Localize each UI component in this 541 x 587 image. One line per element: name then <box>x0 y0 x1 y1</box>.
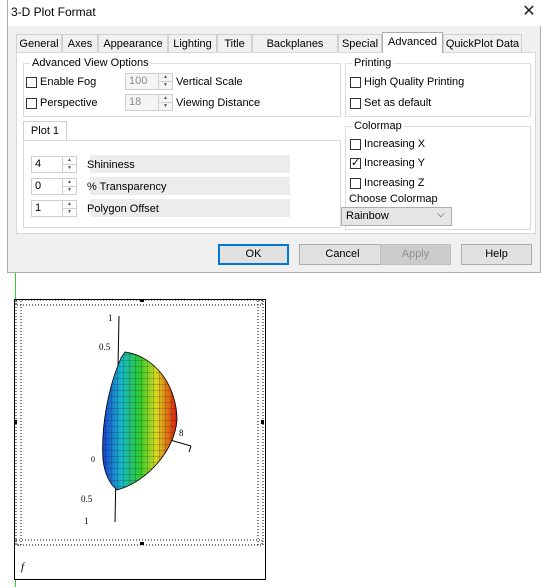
shininess-label: Shininess <box>87 159 135 171</box>
z-tick-top: 1 <box>108 313 113 323</box>
viewing-distance-value: 18 <box>129 96 142 108</box>
printing-legend: Printing <box>354 57 392 69</box>
increasing-z-checkbox[interactable] <box>350 178 361 189</box>
set-as-default-checkbox[interactable] <box>350 98 361 109</box>
choose-colormap-label: Choose Colormap <box>349 193 438 205</box>
perspective-label: Perspective <box>40 97 98 109</box>
tab-axes[interactable]: Axes <box>62 34 98 52</box>
transparency-row <box>90 177 290 195</box>
chevron-up-icon[interactable]: ▲ <box>163 74 168 80</box>
plot-variable-label: f <box>21 561 26 573</box>
tab-backplanes[interactable]: Backplanes <box>252 34 338 52</box>
chevron-down-icon: ⌵ <box>437 209 445 220</box>
tab-special[interactable]: Special <box>338 34 382 52</box>
vertical-scale-label: Vertical Scale <box>176 76 243 88</box>
high-quality-printing-label: High Quality Printing <box>364 76 465 88</box>
tab-general[interactable]: General <box>16 34 62 52</box>
advanced-view-options-group: Advanced View Options <box>23 57 341 117</box>
bottom-hatch-border <box>15 539 263 546</box>
top-hatch-border <box>15 300 263 306</box>
increasing-y-label: Increasing Y <box>364 157 425 169</box>
colormap-selected-value: Rainbow <box>346 210 389 222</box>
plot-region[interactable]: 1 0.5 0.5 1 8 0 f <box>14 299 266 580</box>
cancel-button[interactable]: Cancel <box>299 244 386 265</box>
surface-plot-svg: 1 0.5 0.5 1 8 0 f <box>15 300 264 573</box>
increasing-z-label: Increasing Z <box>364 177 425 189</box>
increasing-x-label: Increasing X <box>364 138 426 150</box>
polygon-offset-stepper[interactable]: 1 ▲ ▼ <box>31 200 77 217</box>
colormap-group: Colormap <box>345 120 531 230</box>
plot-settings-panel <box>23 140 341 228</box>
tab-quickplot-data[interactable]: QuickPlot Data <box>443 34 522 52</box>
ok-button[interactable]: OK <box>218 244 289 265</box>
high-quality-printing-checkbox[interactable] <box>350 77 361 88</box>
polygon-offset-label: Polygon Offset <box>87 203 159 215</box>
advanced-tab-panel: Advanced View Options Enable Fog Perspec… <box>16 52 536 234</box>
increasing-y-checkbox[interactable] <box>350 156 361 169</box>
right-hatch-border <box>257 300 264 546</box>
chevron-up-icon[interactable]: ▲ <box>67 157 72 163</box>
x-tick-label: 8 <box>179 428 184 438</box>
polygon-offset-row <box>90 199 290 217</box>
increasing-x-checkbox[interactable] <box>350 139 361 150</box>
shininess-stepper[interactable]: 4 ▲ ▼ <box>31 156 77 173</box>
enable-fog-label: Enable Fog <box>40 76 97 88</box>
help-button[interactable]: Help <box>461 244 532 265</box>
chevron-down-icon[interactable]: ▼ <box>159 102 172 110</box>
shininess-value: 4 <box>35 158 42 170</box>
window-title: 3-D Plot Format <box>11 5 96 19</box>
z-tick-upper-half: 0.5 <box>99 342 111 352</box>
polygon-offset-value: 1 <box>35 202 42 214</box>
transparency-label: % Transparency <box>87 181 167 193</box>
left-hatch-border <box>15 300 22 546</box>
apply-button[interactable]: Apply <box>380 244 451 265</box>
tab-lighting[interactable]: Lighting <box>168 34 217 52</box>
chevron-down-icon[interactable]: ▼ <box>159 81 172 89</box>
colormap-legend: Colormap <box>354 120 402 132</box>
chevron-up-icon[interactable]: ▲ <box>67 179 72 185</box>
origin-tick-label: 0 <box>91 455 95 464</box>
z-tick-lower-half: 0.5 <box>81 494 93 504</box>
transparency-stepper[interactable]: 0 ▲ ▼ <box>31 178 77 195</box>
title-bar[interactable]: 3-D Plot Format ✕ <box>8 0 541 26</box>
vertical-scale-value: 100 <box>129 75 148 87</box>
advanced-view-options-legend: Advanced View Options <box>32 57 149 69</box>
chevron-up-icon[interactable]: ▲ <box>67 201 72 207</box>
tab-plot-1[interactable]: Plot 1 <box>23 121 67 141</box>
z-tick-bottom: 1 <box>84 516 89 526</box>
viewing-distance-label: Viewing Distance <box>176 97 261 109</box>
close-icon[interactable]: ✕ <box>522 3 536 20</box>
transparency-value: 0 <box>35 180 42 192</box>
chevron-down-icon[interactable]: ▼ <box>63 164 76 172</box>
shininess-row <box>90 155 290 173</box>
chevron-down-icon[interactable]: ▼ <box>63 208 76 216</box>
printing-group: Printing <box>345 57 531 117</box>
chevron-up-icon[interactable]: ▲ <box>163 95 168 101</box>
plot-format-dialog: 3-D Plot Format ✕ General Axes Appearanc… <box>7 0 541 273</box>
viewing-distance-stepper[interactable]: 18 ▲ ▼ <box>125 94 173 111</box>
colormap-select[interactable]: Rainbow ⌵ <box>341 207 452 226</box>
set-as-default-label: Set as default <box>364 97 432 109</box>
enable-fog-checkbox[interactable] <box>26 77 37 88</box>
tab-strip: General Axes Appearance Lighting Title B… <box>16 32 536 53</box>
vertical-scale-stepper[interactable]: 100 ▲ ▼ <box>125 73 173 90</box>
chevron-down-icon[interactable]: ▼ <box>63 186 76 194</box>
tab-advanced[interactable]: Advanced <box>382 32 443 53</box>
tab-appearance[interactable]: Appearance <box>98 34 168 52</box>
tab-title[interactable]: Title <box>217 34 252 52</box>
perspective-checkbox[interactable] <box>26 98 37 109</box>
